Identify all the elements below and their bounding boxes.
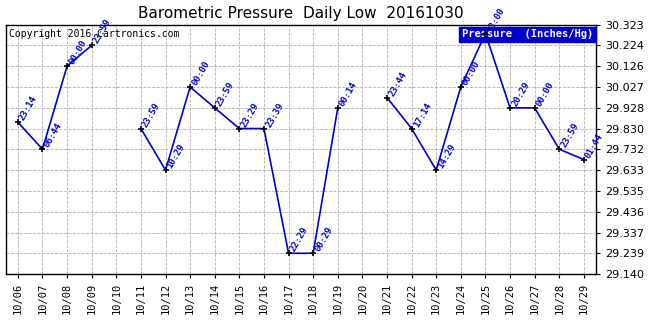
Text: 10:29: 10:29 [166, 142, 187, 170]
Text: 17:14: 17:14 [411, 101, 433, 129]
Text: 00:00: 00:00 [190, 59, 211, 87]
Text: 00:00: 00:00 [67, 38, 88, 66]
Text: 23:59: 23:59 [214, 80, 236, 108]
Text: Copyright 2016 Cartronics.com: Copyright 2016 Cartronics.com [8, 29, 179, 39]
Text: 23:44: 23:44 [387, 70, 408, 98]
Text: 23:00: 23:00 [486, 6, 506, 34]
Text: Pressure  (Inches/Hg): Pressure (Inches/Hg) [462, 29, 593, 39]
Text: 01:44: 01:44 [584, 132, 605, 160]
Text: 00:00: 00:00 [535, 80, 556, 108]
Text: 23:39: 23:39 [264, 101, 285, 129]
Text: 06:44: 06:44 [42, 122, 64, 149]
Title: Barometric Pressure  Daily Low  20161030: Barometric Pressure Daily Low 20161030 [138, 5, 463, 20]
Text: 20:29: 20:29 [510, 80, 531, 108]
Text: 23:59: 23:59 [559, 122, 580, 149]
Text: 23:14: 23:14 [18, 94, 39, 122]
Text: 00:14: 00:14 [338, 80, 359, 108]
Text: 23:59: 23:59 [141, 101, 162, 129]
Text: 23:59: 23:59 [92, 18, 113, 45]
Text: 14:29: 14:29 [436, 142, 458, 170]
Text: 00:00: 00:00 [461, 59, 482, 87]
Text: 00:29: 00:29 [313, 226, 334, 253]
Text: 22:29: 22:29 [289, 226, 310, 253]
Text: 23:29: 23:29 [239, 101, 261, 129]
